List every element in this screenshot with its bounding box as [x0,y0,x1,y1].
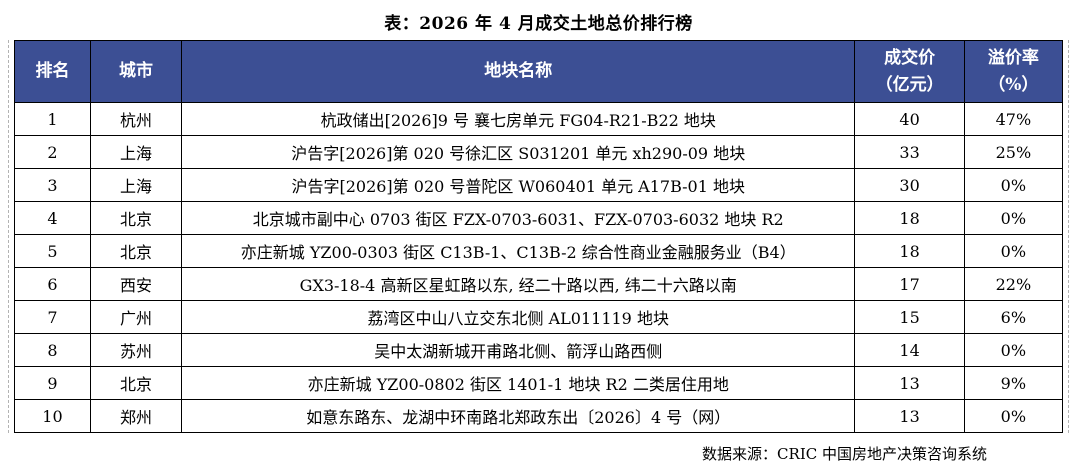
premium-cell: 6% [963,300,1064,334]
premium-cell: 0% [963,399,1064,433]
rank-cell: 10 [14,399,91,433]
header-price-line1: 成交价 [884,48,936,69]
table-row: 9 北京 亦庄新城 YZ00-0802 街区 1401-1 地块 R2 二类居住… [14,366,1064,400]
price-cell: 33 [854,135,965,169]
rank-cell: 5 [14,234,91,268]
rank-cell: 1 [14,102,91,136]
table-container: 排名 城市 地块名称 成交价 （亿元） 溢价率 （%） 1 杭州 杭政储出[20… [8,40,1069,433]
price-cell: 15 [854,300,965,334]
rank-cell: 2 [14,135,91,169]
header-premium-line1: 溢价率 [987,48,1039,69]
premium-cell: 0% [963,333,1064,367]
header-plot-name: 地块名称 [181,40,856,103]
city-cell: 郑州 [89,399,183,433]
rank-cell: 4 [14,201,91,235]
table-row: 8 苏州 吴中太湖新城开甫路北侧、箭浮山路西侧 14 0% [14,333,1064,367]
plot-name-cell: 吴中太湖新城开甫路北侧、箭浮山路西侧 [181,333,856,367]
city-cell: 上海 [89,135,183,169]
table-header: 排名 城市 地块名称 成交价 （亿元） 溢价率 （%） [14,40,1064,103]
plot-name-cell: 亦庄新城 YZ00-0802 街区 1401-1 地块 R2 二类居住用地 [181,366,856,400]
price-cell: 13 [854,399,965,433]
city-cell: 北京 [89,201,183,235]
data-source-note: 数据来源：CRIC 中国房地产决策咨询系统 [702,445,987,463]
city-cell: 杭州 [89,102,183,136]
table-row: 10 郑州 如意东路东、龙湖中环南路北郑政东出〔2026〕4 号（网） 13 0… [14,399,1064,433]
price-cell: 13 [854,366,965,400]
table-row: 2 上海 沪告字[2026]第 020 号徐汇区 S031201 单元 xh29… [14,135,1064,169]
header-price-line2: （亿元） [875,74,944,95]
plot-name-cell: 杭政储出[2026]9 号 襄七房单元 FG04-R21-B22 地块 [181,102,856,136]
rank-cell: 6 [14,267,91,301]
city-cell: 西安 [89,267,183,301]
table-row: 1 杭州 杭政储出[2026]9 号 襄七房单元 FG04-R21-B22 地块… [14,102,1064,136]
page-title: 表：2026 年 4 月成交土地总价排行榜 [384,14,693,34]
rank-cell: 7 [14,300,91,334]
premium-cell: 0% [963,168,1064,202]
header-price: 成交价 （亿元） [854,40,965,103]
plot-name-cell: 如意东路东、龙湖中环南路北郑政东出〔2026〕4 号（网） [181,399,856,433]
rank-cell: 8 [14,333,91,367]
table-row: 4 北京 北京城市副中心 0703 街区 FZX-0703-6031、FZX-0… [14,201,1064,235]
rank-cell: 3 [14,168,91,202]
header-premium-line2: （%） [988,74,1039,95]
header-premium: 溢价率 （%） [963,40,1064,103]
table-row: 7 广州 荔湾区中山八立交东北侧 AL011119 地块 15 6% [14,300,1064,334]
land-price-ranking-table: 排名 城市 地块名称 成交价 （亿元） 溢价率 （%） 1 杭州 杭政储出[20… [14,40,1064,433]
plot-name-cell: 荔湾区中山八立交东北侧 AL011119 地块 [181,300,856,334]
plot-name-cell: 沪告字[2026]第 020 号普陀区 W060401 单元 A17B-01 地… [181,168,856,202]
price-cell: 14 [854,333,965,367]
premium-cell: 0% [963,201,1064,235]
plot-name-cell: 北京城市副中心 0703 街区 FZX-0703-6031、FZX-0703-6… [181,201,856,235]
premium-cell: 0% [963,234,1064,268]
header-row: 排名 城市 地块名称 成交价 （亿元） 溢价率 （%） [14,40,1064,103]
city-cell: 北京 [89,234,183,268]
table-row: 6 西安 GX3-18-4 高新区星虹路以东, 经二十路以西, 纬二十六路以南 … [14,267,1064,301]
table-body: 1 杭州 杭政储出[2026]9 号 襄七房单元 FG04-R21-B22 地块… [14,102,1064,433]
price-cell: 40 [854,102,965,136]
header-rank: 排名 [14,40,91,103]
premium-cell: 9% [963,366,1064,400]
city-cell: 苏州 [89,333,183,367]
price-cell: 17 [854,267,965,301]
table-row: 5 北京 亦庄新城 YZ00-0303 街区 C13B-1、C13B-2 综合性… [14,234,1064,268]
plot-name-cell: 亦庄新城 YZ00-0303 街区 C13B-1、C13B-2 综合性商业金融服… [181,234,856,268]
premium-cell: 22% [963,267,1064,301]
rank-cell: 9 [14,366,91,400]
city-cell: 上海 [89,168,183,202]
price-cell: 18 [854,201,965,235]
city-cell: 广州 [89,300,183,334]
plot-name-cell: 沪告字[2026]第 020 号徐汇区 S031201 单元 xh290-09 … [181,135,856,169]
price-cell: 30 [854,168,965,202]
header-city: 城市 [89,40,183,103]
city-cell: 北京 [89,366,183,400]
plot-name-cell: GX3-18-4 高新区星虹路以东, 经二十路以西, 纬二十六路以南 [181,267,856,301]
premium-cell: 25% [963,135,1064,169]
table-row: 3 上海 沪告字[2026]第 020 号普陀区 W060401 单元 A17B… [14,168,1064,202]
price-cell: 18 [854,234,965,268]
premium-cell: 47% [963,102,1064,136]
